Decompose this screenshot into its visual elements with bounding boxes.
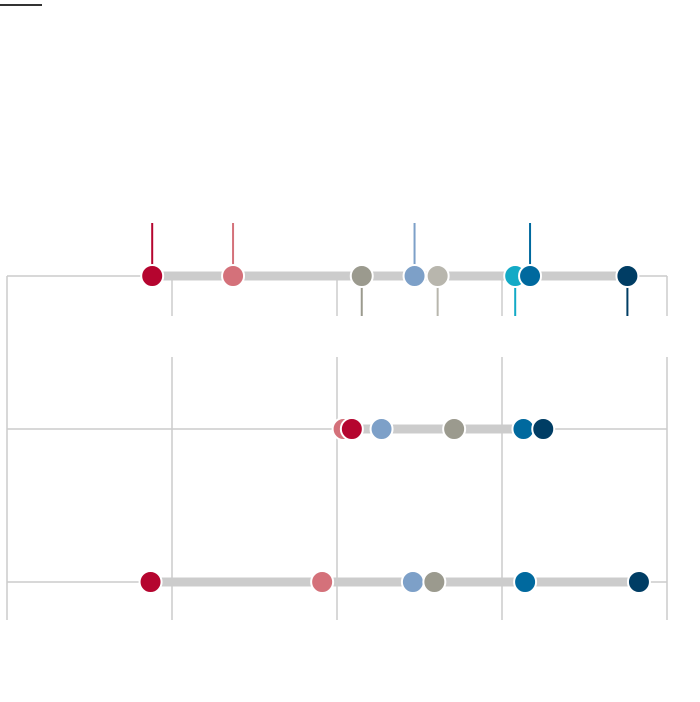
dot-row-1-s4 (402, 264, 427, 288)
dot-row-1-s3 (349, 264, 374, 288)
dot-row-3-s4 (400, 570, 425, 594)
dot-row-2-s1 (339, 417, 364, 441)
dot-row-1-s5 (425, 264, 450, 288)
dot-row-1-s8 (615, 264, 640, 288)
dot-row-1-s2 (221, 264, 246, 288)
dot-row-3-s8 (626, 570, 651, 594)
dot-row-2-s8 (531, 417, 556, 441)
dot-row-2-s3 (442, 417, 467, 441)
dot-row-1-s7 (518, 264, 543, 288)
dot-row-3-s3 (422, 570, 447, 594)
dot-row-2-s7 (511, 417, 536, 441)
dot-row-1-s1 (140, 264, 165, 288)
dot-row-3-s1 (138, 570, 163, 594)
dot-row-3-s2 (310, 570, 335, 594)
dot-row-2-s4 (369, 417, 394, 441)
corner-rule (0, 4, 42, 6)
dot-row-3-s7 (513, 570, 538, 594)
